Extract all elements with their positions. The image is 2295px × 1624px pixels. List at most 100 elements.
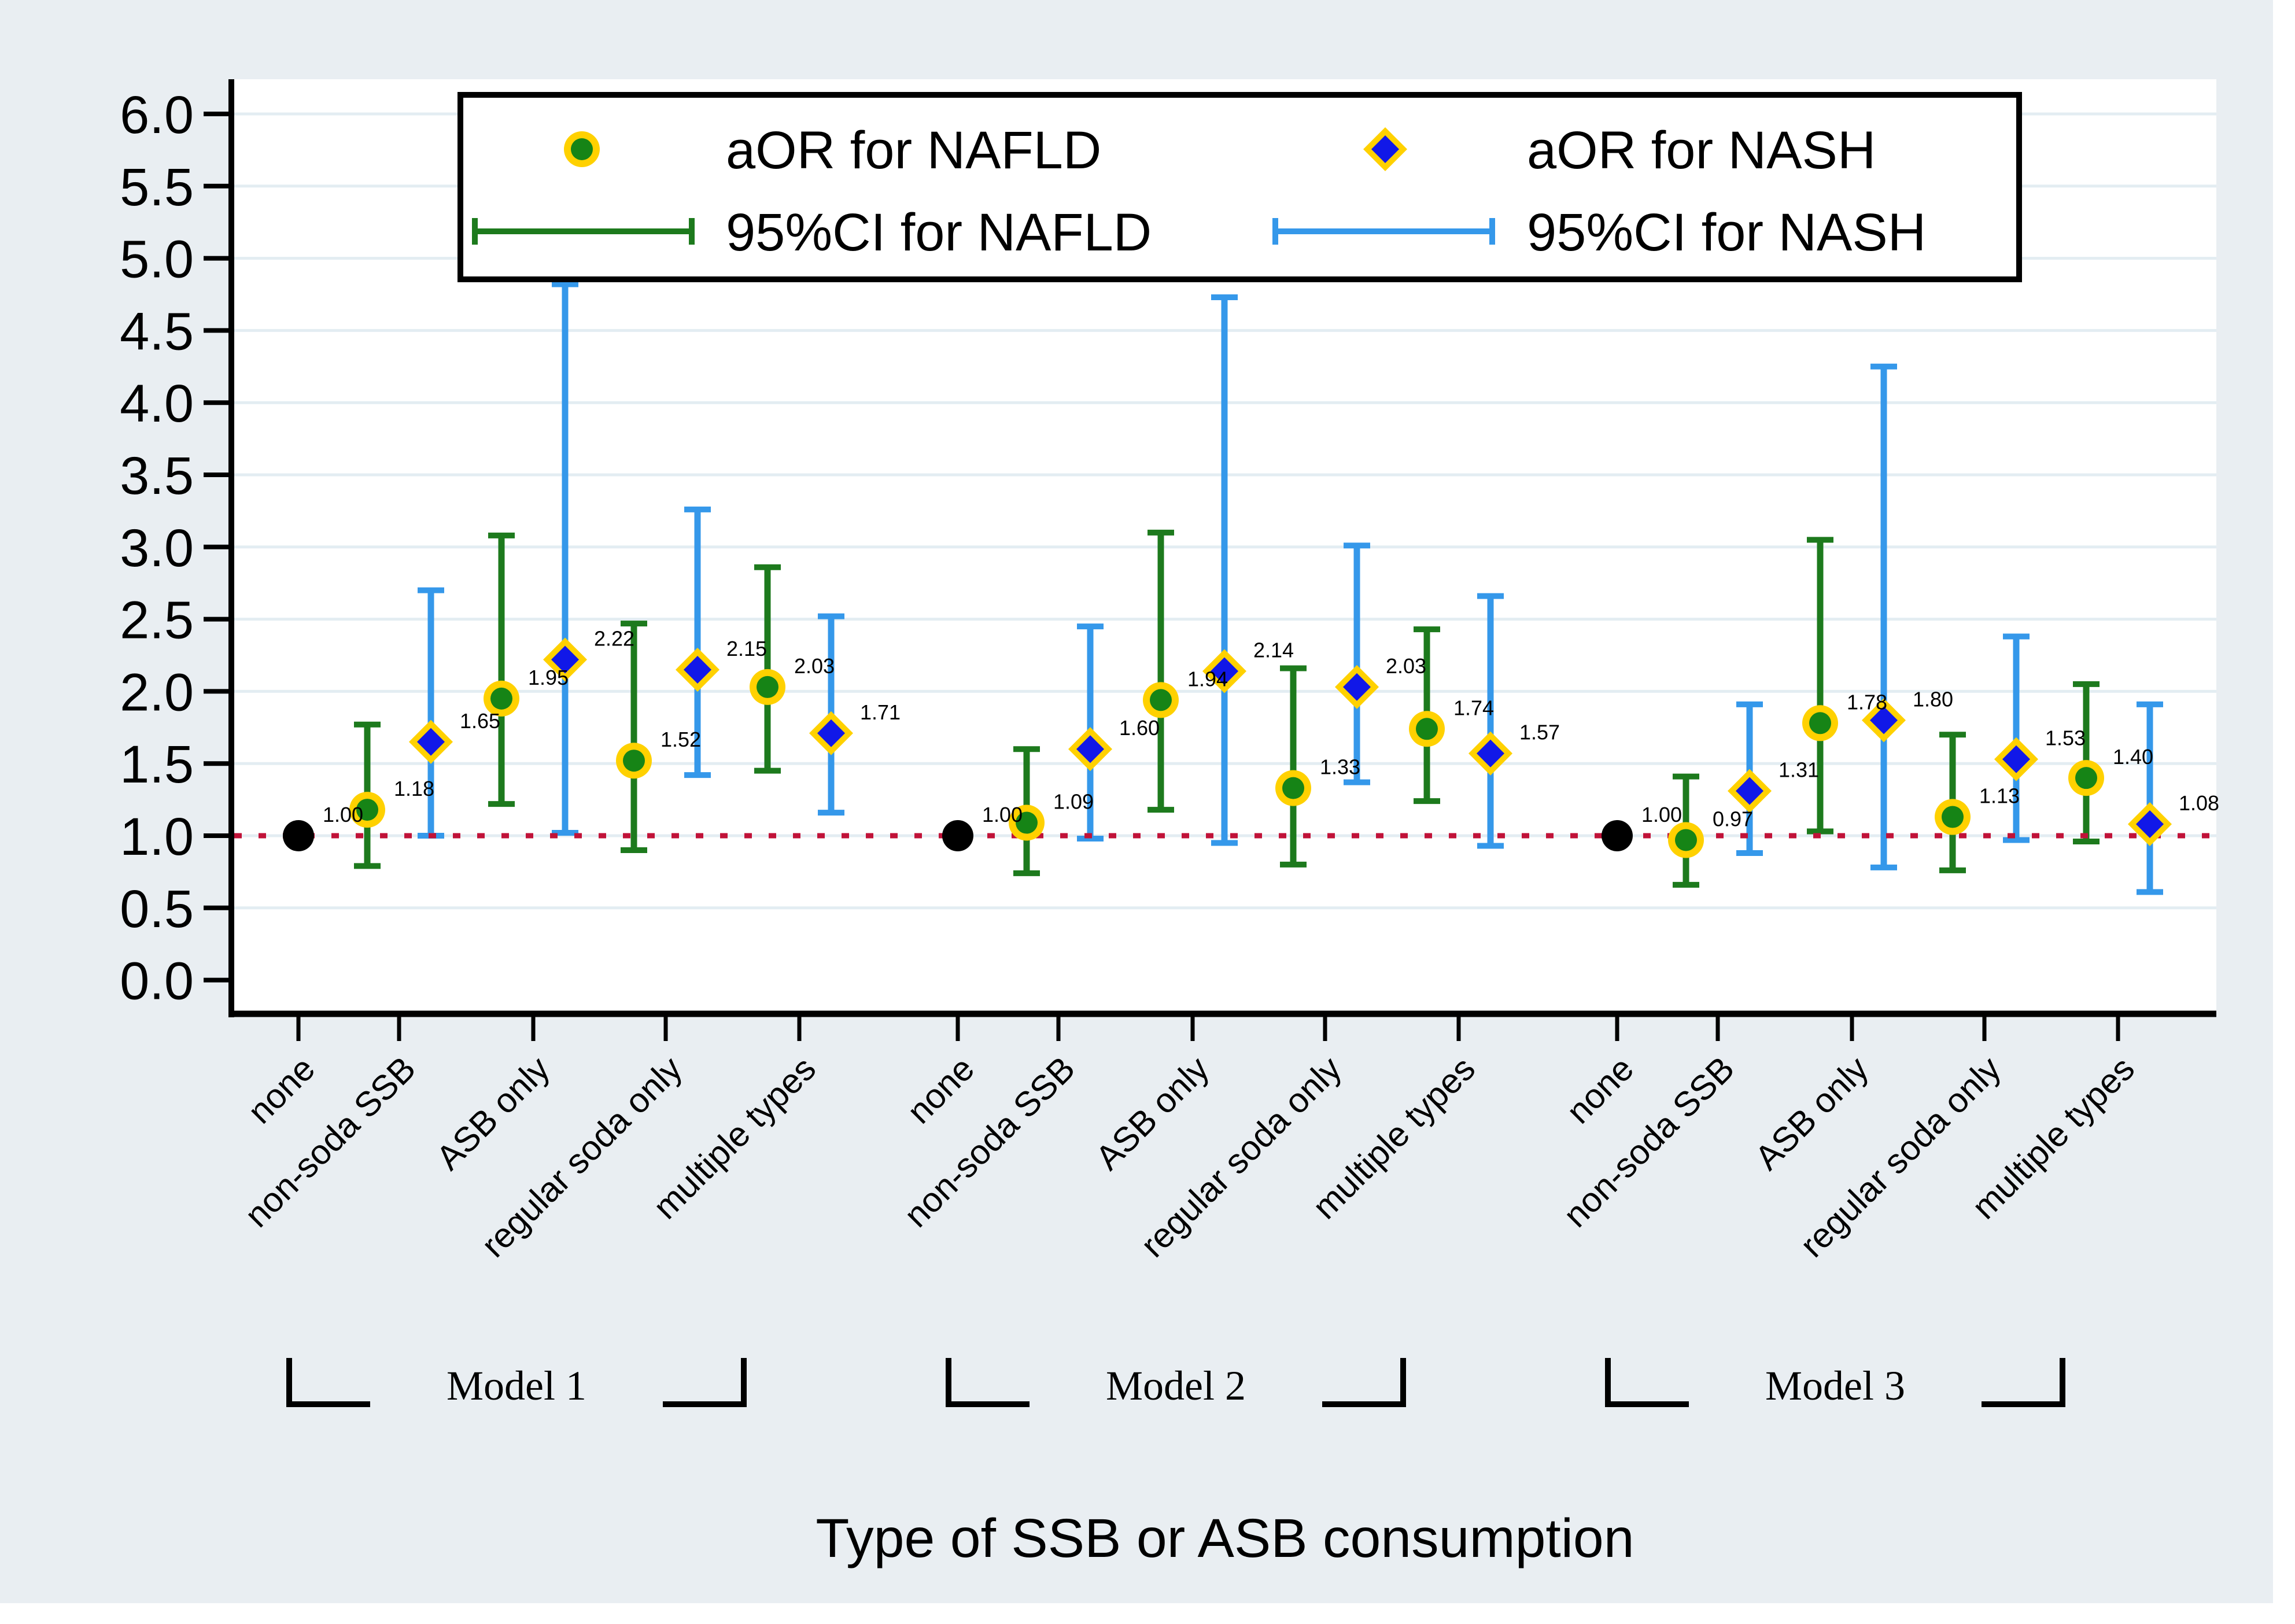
aor-nafld-marker xyxy=(1935,799,1971,835)
marker-core xyxy=(1477,739,1504,767)
value-label: 1.00 xyxy=(982,803,1023,826)
aor-nash-marker xyxy=(1335,665,1379,709)
y-tick-label: 3.5 xyxy=(120,446,194,505)
y-tick-label: 2.5 xyxy=(120,591,194,650)
y-tick-label: 5.0 xyxy=(120,230,194,289)
value-label: 1.65 xyxy=(460,709,500,733)
ci-bar-nafld xyxy=(1807,537,1833,835)
y-tick-label: 4.0 xyxy=(120,374,194,433)
legend-diamond-icon xyxy=(1363,127,1407,171)
aor-nash-marker xyxy=(1728,769,1772,813)
marker-core xyxy=(1076,735,1104,763)
marker-core xyxy=(1870,706,1898,735)
axes-layer: 0.0 0.5 1.0 1.5 2.0 2.5 3.0 3.5 4.0 4.5 5.0 5.5 6.0 xyxy=(120,79,2216,1041)
ci-bar-nafld xyxy=(1280,665,1307,868)
model-bracket xyxy=(1605,1358,2065,1407)
marker-core xyxy=(1016,811,1038,834)
aor-nash-marker xyxy=(1068,727,1112,772)
value-label: 1.60 xyxy=(1119,716,1160,740)
aor-nash-marker xyxy=(1862,698,1906,743)
marker-core xyxy=(551,645,579,674)
marker-core xyxy=(417,728,445,756)
aor-nafld-marker xyxy=(349,792,385,828)
value-label: 1.78 xyxy=(1847,690,1887,714)
aor-nafld-marker xyxy=(1143,682,1179,718)
marker-core xyxy=(356,799,378,821)
value-label: 1.52 xyxy=(661,728,701,751)
legend-circle-icon xyxy=(564,131,600,167)
markers-layer xyxy=(283,637,2172,858)
aor-nash-marker xyxy=(1994,737,2038,781)
model-label: Model 2 xyxy=(1106,1363,1246,1409)
aor-nash-marker xyxy=(543,637,587,682)
aor-nafld-marker xyxy=(1668,822,1704,858)
aor-nafld-marker xyxy=(750,669,785,705)
value-label: 1.53 xyxy=(2045,726,2086,750)
value-label: 2.03 xyxy=(1386,654,1426,678)
aor-nafld-marker xyxy=(1409,711,1445,747)
ci-bar-nash xyxy=(1344,542,1370,785)
aor-nash-marker xyxy=(809,711,853,755)
marker-core xyxy=(2136,810,2164,839)
ci-bar-nash xyxy=(684,506,711,778)
marker-core xyxy=(1675,829,1697,851)
value-label: 1.31 xyxy=(1779,758,1819,782)
ci-bar-nash xyxy=(2137,701,2163,895)
ci-bar-nafld xyxy=(488,532,515,807)
model-label: Model 1 xyxy=(447,1363,586,1409)
marker-core xyxy=(490,687,512,710)
value-label: 1.33 xyxy=(1320,755,1360,779)
y-tick-label: 6.0 xyxy=(120,86,194,145)
model-label: Model 3 xyxy=(1765,1363,1905,1409)
model-bracket xyxy=(286,1358,747,1407)
aor-nafld-marker xyxy=(2068,760,2104,796)
legend-label-ci-nash: 95%CI for NASH xyxy=(1527,203,1926,262)
legend-label-aor-nash: aOR for NASH xyxy=(1527,121,1876,180)
aor-nafld-marker xyxy=(484,680,519,717)
model-brackets-layer: Model 1 Model 2 Model 3 xyxy=(286,1358,2065,1409)
value-label: 1.80 xyxy=(1913,687,1953,711)
marker-core xyxy=(1211,657,1238,685)
ci-bars-layer xyxy=(354,281,2163,895)
value-label: 1.13 xyxy=(1979,784,2020,808)
ci-bar-nash xyxy=(1477,593,1504,849)
value-label: 0.97 xyxy=(1713,807,1753,831)
value-label: 1.00 xyxy=(323,803,363,826)
marker-core xyxy=(1736,777,1763,805)
y-tick-label: 2.0 xyxy=(120,663,194,722)
x-axis-title: Type of SSB or ASB consumption xyxy=(816,1508,1634,1569)
value-label: 1.57 xyxy=(1519,721,1560,744)
y-tick-label: 3.0 xyxy=(120,519,194,578)
aor-nash-marker xyxy=(1468,731,1512,776)
marker-core xyxy=(1416,718,1438,740)
aor-nash-marker xyxy=(1202,649,1246,693)
value-label: 2.22 xyxy=(594,626,634,650)
ci-bar-nash xyxy=(552,281,578,836)
y-tick-label: 4.5 xyxy=(120,302,194,361)
ci-bar-nafld xyxy=(1148,529,1174,813)
ci-bar-nash xyxy=(1870,363,1897,870)
value-label: 1.18 xyxy=(394,777,434,800)
marker-core xyxy=(2075,767,2097,789)
value-labels-layer: 1.00 1.18 1.65 1.95 2.22 1.52 2.15 2.03 1.71 1.00… xyxy=(323,626,2219,831)
marker-core xyxy=(1282,777,1304,799)
legend-label-aor-nafld: aOR for NAFLD xyxy=(726,121,1101,180)
legend-ci-nash-icon xyxy=(1272,218,1495,245)
aor-nafld-marker xyxy=(1275,770,1311,806)
value-label: 1.71 xyxy=(860,700,901,724)
reference-marker xyxy=(1602,820,1633,851)
y-tick-label: 1.0 xyxy=(120,807,194,866)
marker-core xyxy=(1343,673,1371,701)
value-label: 1.94 xyxy=(1187,667,1228,691)
value-label: 1.40 xyxy=(2113,745,2153,769)
ci-bar-nafld xyxy=(621,621,647,853)
aor-nafld-marker xyxy=(1009,804,1045,841)
value-label: 1.00 xyxy=(1641,803,1682,826)
aor-nafld-marker xyxy=(1802,705,1838,741)
value-label: 1.74 xyxy=(1453,696,1494,719)
marker-core xyxy=(623,750,645,772)
aor-nash-marker xyxy=(409,719,453,764)
aor-nash-marker xyxy=(2128,802,2172,847)
